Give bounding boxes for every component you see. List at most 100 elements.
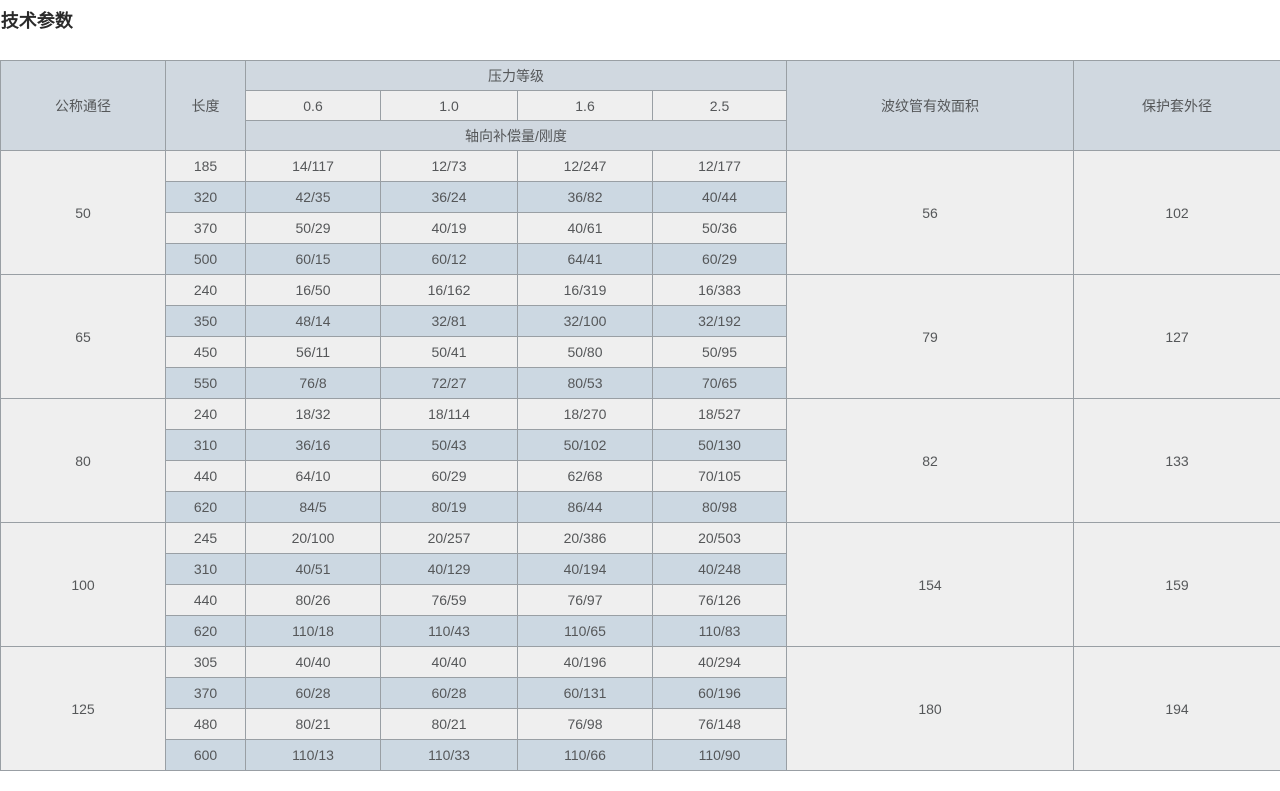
- length-cell: 240: [165, 274, 246, 306]
- length-cell: 550: [165, 367, 246, 399]
- compensation-stiffness-cell: 80/26: [245, 584, 381, 616]
- header-pressure-level-0.6: 0.6: [245, 90, 381, 121]
- table-row: 65 240 16/50 16/162 16/319 16/383 79 127: [0, 274, 1280, 399]
- compensation-stiffness-cell: 20/257: [380, 522, 518, 554]
- table-row: 50 185 14/117 12/73 12/247 12/177 56 102: [0, 150, 1280, 275]
- header-row-2: 0.6 1.0 1.6 2.5: [1, 90, 1280, 121]
- length-cell: 500: [165, 243, 246, 275]
- compensation-stiffness-cell: 48/14: [245, 305, 381, 337]
- compensation-stiffness-cell: 110/18: [245, 615, 381, 647]
- table-header: 公称通径 长度 压力等级 波纹管有效面积 保护套外径 0.6 1.0 1.6 2…: [0, 60, 1280, 151]
- table-row: 500 60/15 60/12 64/41 60/29: [1, 243, 1280, 275]
- compensation-stiffness-cell: 20/503: [652, 522, 787, 554]
- length-cell: 310: [165, 553, 246, 585]
- compensation-stiffness-cell: 40/44: [652, 181, 787, 213]
- compensation-stiffness-cell: 20/386: [517, 522, 653, 554]
- diameter-cell: 100: [0, 522, 166, 647]
- compensation-stiffness-cell: 40/61: [517, 212, 653, 244]
- compensation-stiffness-cell: 18/527: [652, 398, 787, 430]
- length-cell: 245: [165, 522, 246, 554]
- diameter-cell: 80: [0, 398, 166, 523]
- effective-area-cell: 82: [786, 398, 1074, 523]
- table-row: 370 60/28 60/28 60/131 60/196: [1, 677, 1280, 709]
- compensation-stiffness-cell: 110/66: [517, 739, 653, 771]
- compensation-stiffness-cell: 18/270: [517, 398, 653, 430]
- compensation-stiffness-cell: 60/28: [380, 677, 518, 709]
- compensation-stiffness-cell: 50/102: [517, 429, 653, 461]
- length-cell: 370: [165, 212, 246, 244]
- effective-area-cell: 180: [786, 646, 1074, 771]
- length-cell: 185: [165, 150, 246, 182]
- compensation-stiffness-cell: 60/29: [380, 460, 518, 492]
- length-cell: 305: [165, 646, 246, 678]
- compensation-stiffness-cell: 110/33: [380, 739, 518, 771]
- compensation-stiffness-cell: 76/148: [652, 708, 787, 740]
- compensation-stiffness-cell: 64/10: [245, 460, 381, 492]
- header-row-3: 轴向补偿量/刚度: [1, 120, 1280, 151]
- sleeve-od-cell: 194: [1073, 646, 1280, 771]
- table-row: 350 48/14 32/81 32/100 32/192: [1, 305, 1280, 337]
- compensation-stiffness-cell: 50/43: [380, 429, 518, 461]
- compensation-stiffness-cell: 110/90: [652, 739, 787, 771]
- table-row: 310 40/51 40/129 40/194 40/248: [1, 553, 1280, 585]
- compensation-stiffness-cell: 20/100: [245, 522, 381, 554]
- header-pressure-level-1.6: 1.6: [517, 90, 653, 121]
- compensation-stiffness-cell: 12/247: [517, 150, 653, 182]
- compensation-stiffness-cell: 110/43: [380, 615, 518, 647]
- compensation-stiffness-cell: 32/81: [380, 305, 518, 337]
- table-row: 100 245 20/100 20/257 20/386 20/503 154 159: [0, 522, 1280, 647]
- header-pressure-rating-group: 压力等级: [245, 60, 787, 91]
- length-cell: 370: [165, 677, 246, 709]
- table-row: 80 240 18/32 18/114 18/270 18/527 82 133: [0, 398, 1280, 523]
- length-cell: 310: [165, 429, 246, 461]
- table-row: 480 80/21 80/21 76/98 76/148: [1, 708, 1280, 740]
- compensation-stiffness-cell: 50/36: [652, 212, 787, 244]
- table-row: 370 50/29 40/19 40/61 50/36: [1, 212, 1280, 244]
- compensation-stiffness-cell: 76/59: [380, 584, 518, 616]
- compensation-stiffness-cell: 42/35: [245, 181, 381, 213]
- length-cell: 320: [165, 181, 246, 213]
- length-cell: 620: [165, 491, 246, 523]
- effective-area-cell: 154: [786, 522, 1074, 647]
- compensation-stiffness-cell: 110/65: [517, 615, 653, 647]
- compensation-stiffness-cell: 80/98: [652, 491, 787, 523]
- compensation-stiffness-cell: 70/105: [652, 460, 787, 492]
- compensation-stiffness-cell: 32/192: [652, 305, 787, 337]
- table-row: 600 110/13 110/33 110/66 110/90: [1, 739, 1280, 771]
- header-pressure-level-1.0: 1.0: [380, 90, 518, 121]
- table-row: 310 36/16 50/43 50/102 50/130: [1, 429, 1280, 461]
- length-cell: 450: [165, 336, 246, 368]
- compensation-stiffness-cell: 70/65: [652, 367, 787, 399]
- compensation-stiffness-cell: 50/95: [652, 336, 787, 368]
- compensation-stiffness-cell: 60/29: [652, 243, 787, 275]
- length-cell: 240: [165, 398, 246, 430]
- compensation-stiffness-cell: 72/27: [380, 367, 518, 399]
- compensation-stiffness-cell: 12/73: [380, 150, 518, 182]
- compensation-stiffness-cell: 76/126: [652, 584, 787, 616]
- table-row: 620 110/18 110/43 110/65 110/83: [1, 615, 1280, 647]
- compensation-stiffness-cell: 86/44: [517, 491, 653, 523]
- header-protective-sleeve-od: 保护套外径: [1073, 60, 1280, 151]
- sleeve-od-cell: 159: [1073, 522, 1280, 647]
- compensation-stiffness-cell: 84/5: [245, 491, 381, 523]
- table-row: 125 305 40/40 40/40 40/196 40/294 180 194: [0, 646, 1280, 771]
- compensation-stiffness-cell: 18/32: [245, 398, 381, 430]
- compensation-stiffness-cell: 60/196: [652, 677, 787, 709]
- compensation-stiffness-cell: 50/41: [380, 336, 518, 368]
- effective-area-cell: 56: [786, 150, 1074, 275]
- compensation-stiffness-cell: 40/248: [652, 553, 787, 585]
- compensation-stiffness-cell: 36/24: [380, 181, 518, 213]
- header-axial-compensation-stiffness: 轴向补偿量/刚度: [245, 120, 787, 151]
- table-row: 620 84/5 80/19 86/44 80/98: [1, 491, 1280, 523]
- compensation-stiffness-cell: 40/196: [517, 646, 653, 678]
- compensation-stiffness-cell: 40/40: [380, 646, 518, 678]
- header-bellows-effective-area: 波纹管有效面积: [786, 60, 1074, 151]
- header-length: 长度: [165, 60, 246, 151]
- compensation-stiffness-cell: 60/28: [245, 677, 381, 709]
- compensation-stiffness-cell: 40/51: [245, 553, 381, 585]
- compensation-stiffness-cell: 80/21: [245, 708, 381, 740]
- compensation-stiffness-cell: 80/53: [517, 367, 653, 399]
- compensation-stiffness-cell: 76/98: [517, 708, 653, 740]
- header-pressure-level-2.5: 2.5: [652, 90, 787, 121]
